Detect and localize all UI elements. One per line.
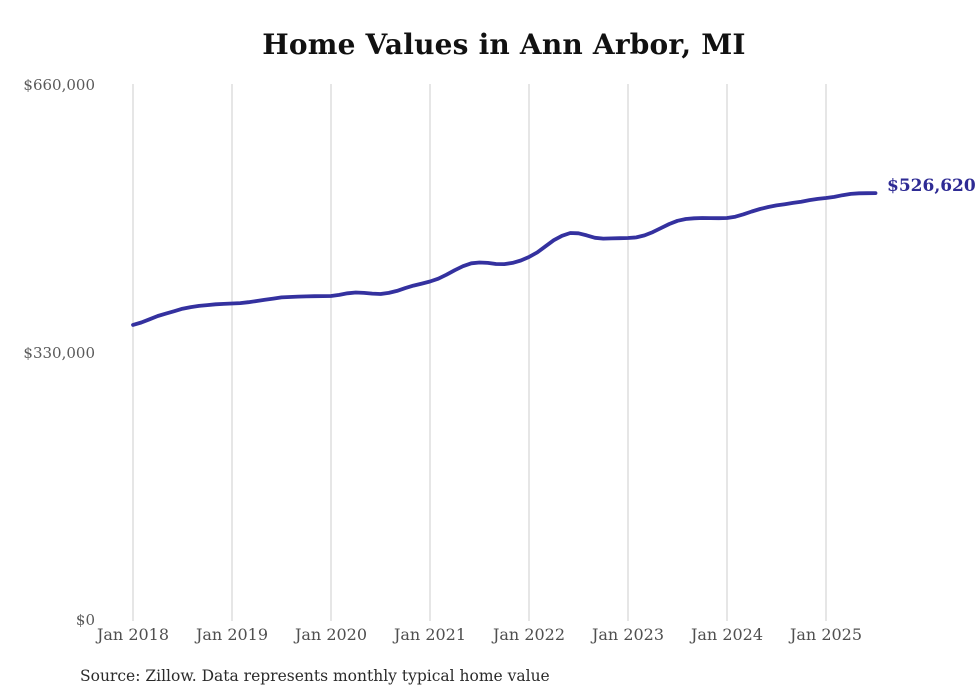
y-tick-label: $660,000 bbox=[23, 76, 95, 94]
x-tick-label: Jan 2024 bbox=[690, 625, 764, 644]
x-tick-label: Jan 2019 bbox=[195, 625, 269, 644]
line-series-group bbox=[131, 191, 878, 327]
gridlines-group bbox=[132, 84, 827, 621]
last-value-label: $526,620 bbox=[887, 176, 976, 197]
x-tick-label: Jan 2025 bbox=[789, 625, 863, 644]
x-tick-label: Jan 2021 bbox=[393, 625, 467, 644]
y-tick-label: $0 bbox=[75, 611, 95, 629]
x-tick-label: Jan 2023 bbox=[591, 625, 665, 644]
source-note: Source: Zillow. Data represents monthly … bbox=[80, 667, 550, 685]
x-tick-label: Jan 2018 bbox=[96, 625, 170, 644]
chart-title: Home Values in Ann Arbor, MI bbox=[262, 28, 746, 61]
y-tick-label: $330,000 bbox=[23, 343, 95, 362]
x-tick-label: Jan 2020 bbox=[294, 625, 368, 644]
x-tick-label: Jan 2022 bbox=[492, 625, 566, 644]
home-value-line bbox=[131, 191, 878, 327]
